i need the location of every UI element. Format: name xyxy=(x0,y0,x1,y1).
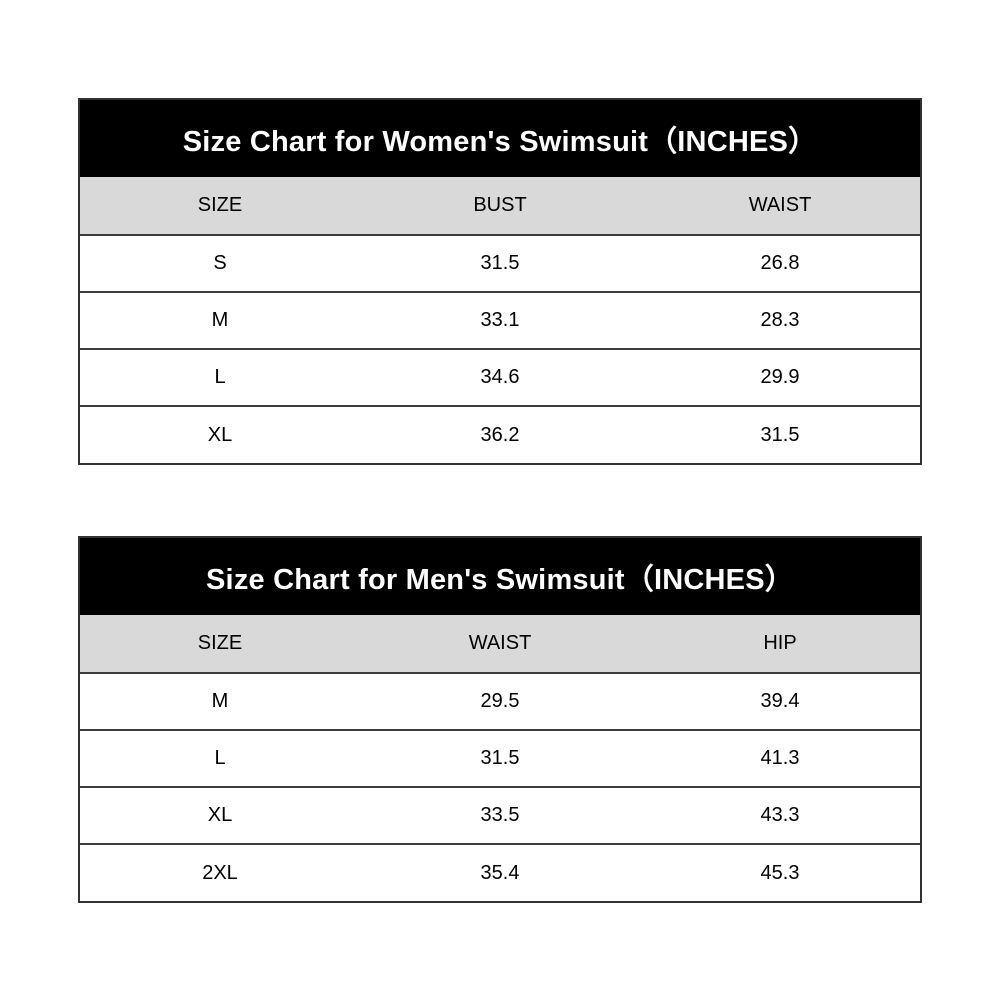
column-header-hip: HIP xyxy=(763,632,797,654)
size-cell: M xyxy=(211,690,229,712)
hip-cell: 45.3 xyxy=(760,862,800,884)
table-row: XL 33.5 43.3 xyxy=(80,788,920,845)
column-header-size: SIZE xyxy=(197,632,243,654)
size-cell: 2XL xyxy=(202,862,238,884)
womens-size-chart-table: Size Chart for Women's Swimsuit（INCHES） … xyxy=(78,98,922,465)
waist-cell: 29.5 xyxy=(480,690,520,712)
waist-cell: 33.5 xyxy=(480,804,520,826)
bust-cell: 34.6 xyxy=(480,366,520,388)
column-header-waist: WAIST xyxy=(748,194,812,216)
womens-table-title: Size Chart for Women's Swimsuit（INCHES） xyxy=(80,100,920,177)
size-cell: S xyxy=(213,252,227,274)
bust-cell: 31.5 xyxy=(480,252,520,274)
mens-size-chart-table: Size Chart for Men's Swimsuit（INCHES） SI… xyxy=(78,536,922,903)
waist-cell: 31.5 xyxy=(480,747,520,769)
table-row: XL 36.2 31.5 xyxy=(80,407,920,464)
size-cell: XL xyxy=(207,804,233,826)
hip-cell: 41.3 xyxy=(760,747,800,769)
table-row: 2XL 35.4 45.3 xyxy=(80,845,920,902)
waist-cell: 31.5 xyxy=(760,424,800,446)
hip-cell: 43.3 xyxy=(760,804,800,826)
waist-cell: 28.3 xyxy=(760,309,800,331)
waist-cell: 29.9 xyxy=(760,366,800,388)
size-cell: M xyxy=(211,309,229,331)
size-cell: L xyxy=(214,747,226,769)
bust-cell: 33.1 xyxy=(480,309,520,331)
column-header-waist: WAIST xyxy=(468,632,532,654)
hip-cell: 39.4 xyxy=(760,690,800,712)
table-row: M 33.1 28.3 xyxy=(80,293,920,350)
table-row: M 29.5 39.4 xyxy=(80,674,920,731)
size-cell: L xyxy=(214,366,226,388)
column-header-bust: BUST xyxy=(473,194,527,216)
waist-cell: 26.8 xyxy=(760,252,800,274)
column-header-size: SIZE xyxy=(197,194,243,216)
table-row: L 31.5 41.3 xyxy=(80,731,920,788)
womens-header-row: SIZE BUST WAIST xyxy=(80,177,920,236)
table-row: L 34.6 29.9 xyxy=(80,350,920,407)
size-cell: XL xyxy=(207,424,233,446)
waist-cell: 35.4 xyxy=(480,862,520,884)
table-row: S 31.5 26.8 xyxy=(80,236,920,293)
bust-cell: 36.2 xyxy=(480,424,520,446)
mens-header-row: SIZE WAIST HIP xyxy=(80,615,920,674)
mens-table-title: Size Chart for Men's Swimsuit（INCHES） xyxy=(80,538,920,615)
